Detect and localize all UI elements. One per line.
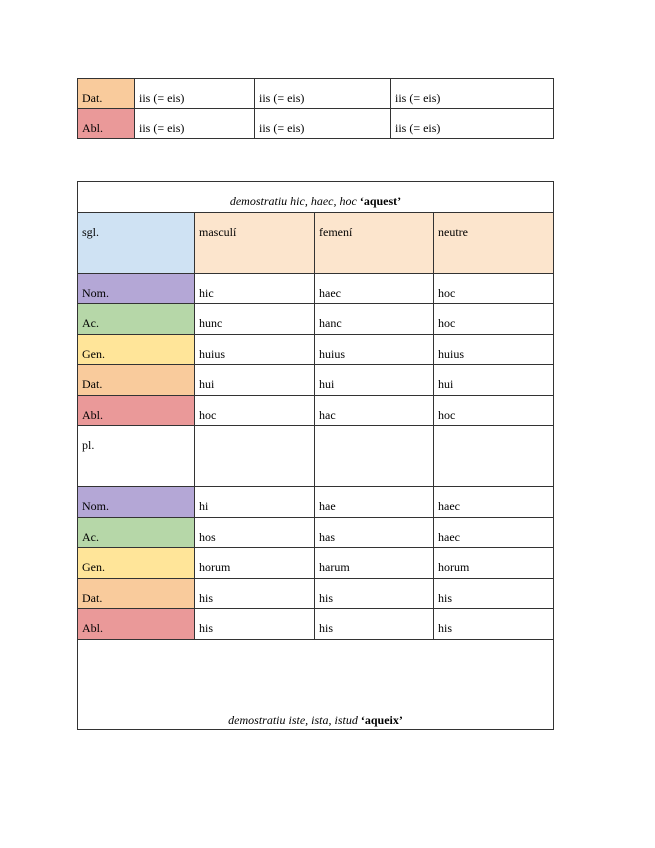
form-cell: iis (= eis): [390, 108, 554, 139]
number-label: sgl.: [77, 211, 195, 274]
title-gloss: ‘aquest’: [359, 194, 402, 208]
next-title-row: demostratiu iste, ista, istud ‘aqueix’: [76, 638, 555, 730]
declension-table-plural-end: Dat. iis (= eis) iis (= eis) iis (= eis)…: [77, 78, 554, 139]
title-gloss: ‘aqueix’: [360, 712, 403, 727]
form-cell: his: [314, 608, 434, 640]
form-cell: horum: [194, 547, 315, 579]
form-cell: huius: [432, 333, 555, 365]
form-cell: hui: [314, 364, 434, 396]
title-row: demostratiu hic, haec, hoc ‘aquest’: [76, 181, 555, 213]
form-cell: haec: [432, 516, 555, 548]
empty-cell: [432, 425, 555, 487]
table-row: Abl. iis (= eis) iis (= eis) iis (= eis): [77, 108, 554, 139]
title-italic: demostratiu iste, ista, istud: [228, 712, 358, 727]
form-cell: hos: [194, 516, 315, 548]
form-cell: hoc: [432, 394, 555, 426]
gender-header: masculí: [194, 211, 315, 274]
case-label: Nom.: [77, 272, 195, 304]
form-cell: horum: [432, 547, 555, 579]
number-label: pl.: [77, 425, 195, 487]
case-label: Nom.: [77, 486, 195, 518]
form-cell: haec: [314, 272, 434, 304]
form-cell: his: [194, 577, 315, 609]
table-row: Abl. hoc hac hoc: [77, 394, 555, 426]
form-cell: hanc: [314, 303, 434, 335]
case-label: Gen.: [77, 333, 195, 365]
table-title: demostratiu hic, haec, hoc ‘aquest’: [76, 181, 555, 213]
form-cell: hae: [314, 486, 434, 518]
table-row: Nom. hic haec hoc: [77, 272, 555, 304]
form-cell: hoc: [194, 394, 315, 426]
table-row: Dat. iis (= eis) iis (= eis) iis (= eis): [77, 78, 554, 109]
table-row: Ac. hunc hanc hoc: [77, 303, 555, 335]
header-row: sgl. masculí femení neutre: [77, 211, 555, 274]
case-label: Gen.: [77, 547, 195, 579]
form-cell: iis (= eis): [134, 78, 255, 109]
empty-cell: [314, 425, 434, 487]
case-label: Abl.: [77, 108, 135, 139]
form-cell: his: [314, 577, 434, 609]
form-cell: iis (= eis): [390, 78, 554, 109]
form-cell: his: [194, 608, 315, 640]
case-label: Dat.: [77, 577, 195, 609]
title-italic: demostratiu hic, haec, hoc: [229, 194, 357, 208]
form-cell: haec: [432, 486, 555, 518]
empty-cell: [194, 425, 315, 487]
table-row: Abl. his his his: [77, 608, 555, 640]
form-cell: hoc: [432, 272, 555, 304]
form-cell: hac: [314, 394, 434, 426]
declension-table-hic: demostratiu hic, haec, hoc ‘aquest’ sgl.…: [76, 181, 555, 730]
case-label: Dat.: [77, 364, 195, 396]
gender-header: femení: [314, 211, 434, 274]
form-cell: his: [432, 608, 555, 640]
form-cell: iis (= eis): [254, 108, 391, 139]
form-cell: hui: [194, 364, 315, 396]
form-cell: hi: [194, 486, 315, 518]
next-table-title: demostratiu iste, ista, istud ‘aqueix’: [76, 638, 555, 730]
form-cell: hic: [194, 272, 315, 304]
table-row: Gen. horum harum horum: [77, 547, 555, 579]
table-row: Ac. hos has haec: [77, 516, 555, 548]
form-cell: iis (= eis): [254, 78, 391, 109]
table-row: Gen. huius huius huius: [77, 333, 555, 365]
form-cell: iis (= eis): [134, 108, 255, 139]
case-label: Ac.: [77, 516, 195, 548]
form-cell: huius: [194, 333, 315, 365]
table-row: Dat. his his his: [77, 577, 555, 609]
form-cell: hui: [432, 364, 555, 396]
table-row: Dat. hui hui hui: [77, 364, 555, 396]
form-cell: has: [314, 516, 434, 548]
form-cell: harum: [314, 547, 434, 579]
form-cell: huius: [314, 333, 434, 365]
form-cell: his: [432, 577, 555, 609]
form-cell: hunc: [194, 303, 315, 335]
form-cell: hoc: [432, 303, 555, 335]
case-label: Dat.: [77, 78, 135, 109]
case-label: Ac.: [77, 303, 195, 335]
case-label: Abl.: [77, 608, 195, 640]
gender-header: neutre: [432, 211, 555, 274]
plural-row: pl.: [77, 425, 555, 487]
table-row: Nom. hi hae haec: [77, 486, 555, 518]
case-label: Abl.: [77, 394, 195, 426]
